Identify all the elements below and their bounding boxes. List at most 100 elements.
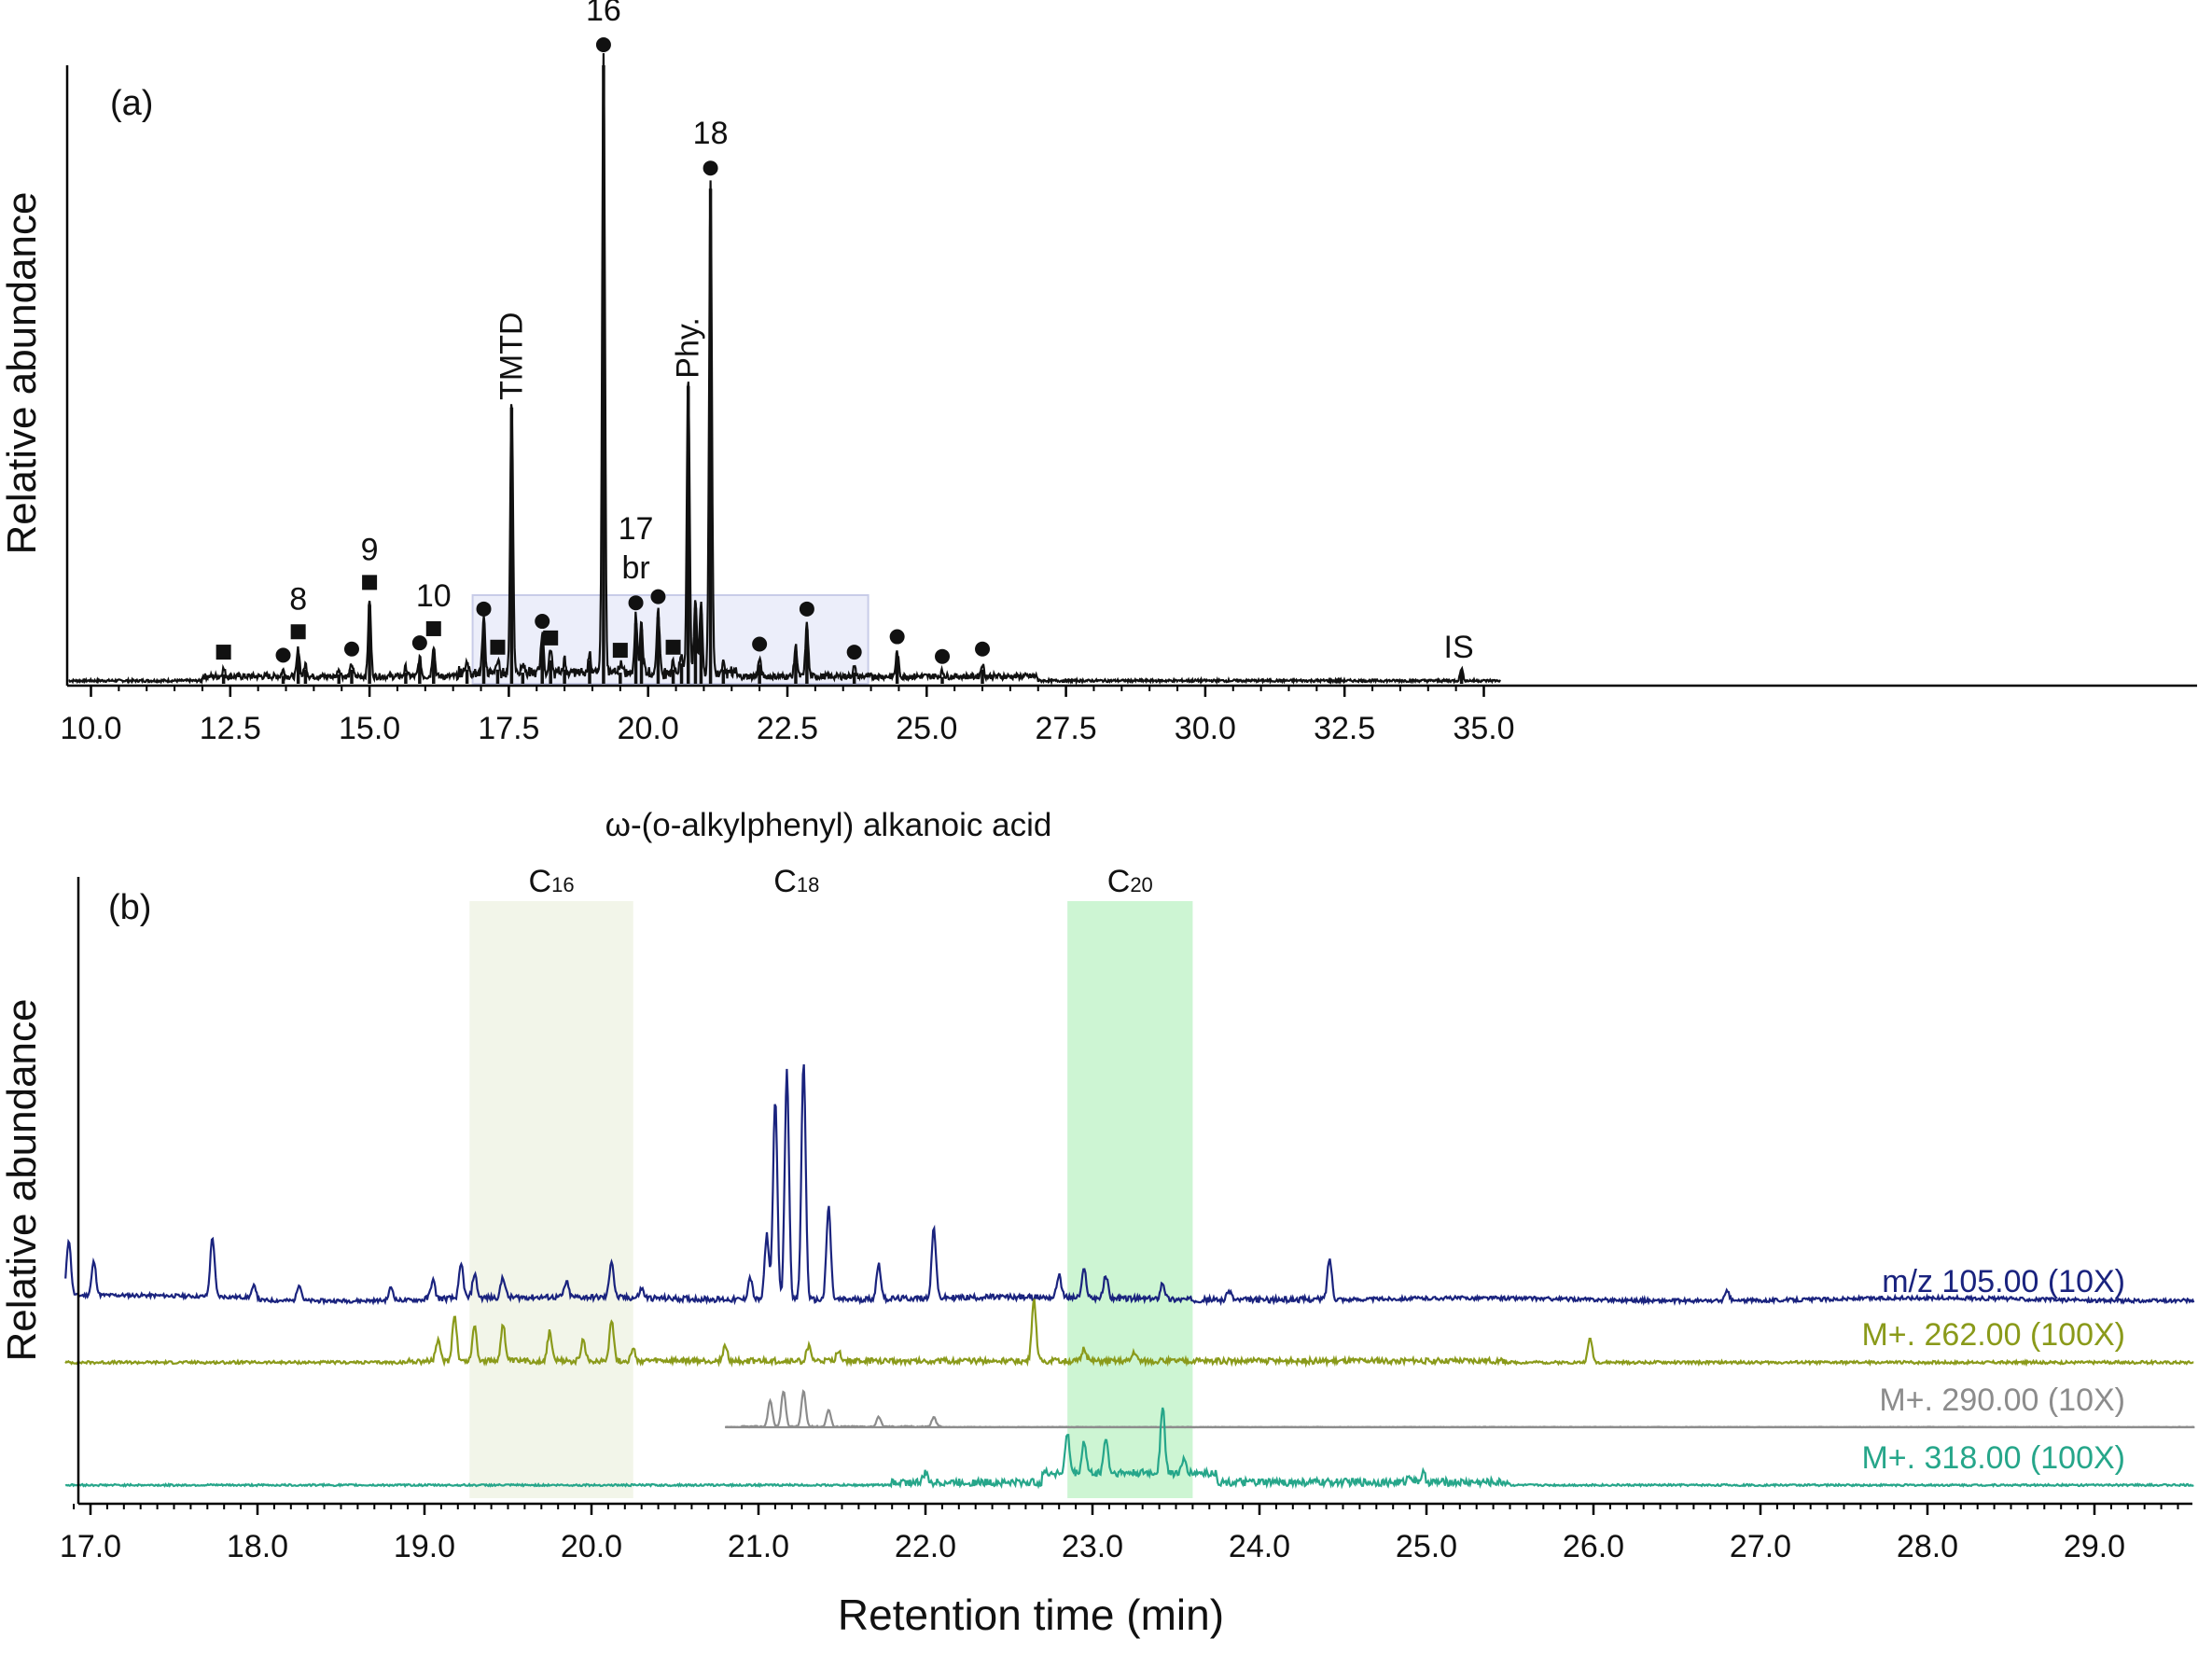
peak bbox=[343, 641, 359, 684]
x-tick-label: 32.5 bbox=[1314, 711, 1375, 746]
circle-marker bbox=[628, 595, 644, 611]
square-marker bbox=[543, 630, 559, 646]
square-marker bbox=[362, 575, 378, 590]
peak bbox=[846, 645, 862, 684]
square-marker bbox=[490, 639, 506, 655]
x-tick-label: 17.5 bbox=[478, 711, 539, 746]
peak: Phy. bbox=[671, 317, 706, 684]
x-tick-label: 27.5 bbox=[1036, 711, 1097, 746]
panel-a-trace-group bbox=[68, 52, 1501, 686]
x-axis-title: Retention time (min) bbox=[838, 1590, 1224, 1639]
peak bbox=[935, 648, 951, 684]
panel-b-traces: m/z 105.00 (10X) M+. 262.00 (100X) M+. 290… bbox=[64, 1063, 2195, 1490]
series-label: M+. 262.00 (100X) bbox=[1861, 1317, 2125, 1353]
trace-1 bbox=[64, 1299, 2194, 1368]
x-tick-label: 17.0 bbox=[60, 1529, 121, 1564]
series-label: M+. 318.00 (100X) bbox=[1861, 1440, 2125, 1476]
circle-marker bbox=[343, 641, 359, 657]
panel-a-trace bbox=[68, 52, 1501, 686]
peak bbox=[665, 639, 681, 684]
peak-name-label: TMTD bbox=[494, 312, 529, 399]
circle-marker bbox=[535, 614, 550, 630]
x-tick-label: 22.0 bbox=[895, 1529, 956, 1564]
peak-label: 9 bbox=[361, 532, 379, 567]
circle-marker bbox=[476, 601, 492, 617]
x-tick-label: 30.0 bbox=[1175, 711, 1236, 746]
highlight-region bbox=[469, 901, 633, 1498]
trace-0 bbox=[64, 1063, 2195, 1307]
peak bbox=[411, 635, 427, 684]
region-label: C18 bbox=[773, 864, 819, 899]
peak-label: 8 bbox=[289, 581, 307, 617]
x-tick-label: 26.0 bbox=[1563, 1529, 1624, 1564]
panel-b-axes: 17.0 18.0 19.0 20.0 21.0 22.0 23.0 24.0 25.0 26.0… bbox=[60, 877, 2192, 1564]
x-tick-label: 10.0 bbox=[60, 711, 121, 746]
x-tick-label: 25.0 bbox=[896, 711, 957, 746]
panel-b-title: ω-(o-alkylphenyl) alkanoic acid bbox=[605, 807, 1052, 843]
panel-a-axes: 10.0 12.5 15.0 17.5 20.0 22.5 25.0 27.5 30.0 32.5… bbox=[60, 65, 2197, 746]
x-tick-label: 25.0 bbox=[1396, 1529, 1457, 1564]
circle-marker bbox=[275, 647, 291, 663]
x-tick-label: 22.5 bbox=[757, 711, 818, 746]
panel-b: C16 C18 C20 m/z 105.00 (10X) M+. 262.00 (10… bbox=[0, 807, 2195, 1639]
series-label: m/z 105.00 (10X) bbox=[1882, 1264, 2125, 1299]
x-tick-label: 12.5 bbox=[200, 711, 261, 746]
peak bbox=[535, 614, 550, 684]
panel-b-label: (b) bbox=[108, 888, 151, 927]
x-tick-label: 24.0 bbox=[1229, 1529, 1290, 1564]
peak-label: 10 bbox=[416, 578, 452, 614]
trace-3 bbox=[64, 1407, 2194, 1490]
x-tick-label: 27.0 bbox=[1730, 1529, 1791, 1564]
panel-b-y-axis-label: Relative abundance bbox=[0, 999, 45, 1362]
peak-name-label: IS bbox=[1444, 630, 1474, 665]
peak bbox=[490, 639, 506, 684]
panel-a-label: (a) bbox=[110, 84, 153, 123]
peak bbox=[650, 589, 666, 684]
peak-label: 18 bbox=[693, 116, 729, 151]
series-label: M+. 290.00 (10X) bbox=[1879, 1382, 2125, 1418]
circle-marker bbox=[650, 589, 666, 604]
circle-marker bbox=[752, 636, 768, 652]
peak bbox=[612, 643, 628, 684]
peak bbox=[216, 645, 231, 684]
peak: 18 bbox=[693, 116, 729, 684]
peak bbox=[752, 636, 768, 684]
region-label: C16 bbox=[529, 864, 575, 899]
peak bbox=[476, 601, 492, 684]
peak-label: br bbox=[621, 550, 649, 586]
highlight-region bbox=[1067, 901, 1193, 1498]
peak-name-label: Phy. bbox=[671, 317, 706, 379]
circle-marker bbox=[935, 648, 951, 664]
circle-marker bbox=[411, 635, 427, 651]
peak bbox=[543, 630, 559, 684]
peak: TMTD bbox=[494, 312, 529, 684]
circle-marker bbox=[846, 645, 862, 660]
circle-marker bbox=[595, 37, 611, 52]
x-tick-label: 23.0 bbox=[1062, 1529, 1123, 1564]
peak: 16 bbox=[586, 0, 621, 684]
peak: 10 bbox=[416, 578, 452, 684]
x-tick-label: 29.0 bbox=[2064, 1529, 2125, 1564]
peak bbox=[275, 647, 291, 684]
x-tick-label: 18.0 bbox=[227, 1529, 288, 1564]
panel-a-y-axis-label: Relative abundance bbox=[0, 192, 45, 555]
peak bbox=[799, 601, 814, 684]
circle-marker bbox=[703, 160, 718, 176]
square-marker bbox=[612, 643, 628, 659]
peak bbox=[889, 629, 905, 684]
peak: 8 bbox=[289, 581, 307, 684]
region-label: C20 bbox=[1107, 864, 1153, 899]
square-marker bbox=[425, 620, 441, 636]
x-tick-label: 20.0 bbox=[618, 711, 679, 746]
peak-label: 17 bbox=[619, 511, 654, 547]
x-tick-label: 20.0 bbox=[561, 1529, 622, 1564]
square-marker bbox=[665, 639, 681, 655]
peak bbox=[975, 641, 991, 684]
x-tick-label: 21.0 bbox=[728, 1529, 789, 1564]
square-marker bbox=[216, 645, 231, 660]
square-marker bbox=[290, 624, 306, 640]
x-tick-label: 28.0 bbox=[1897, 1529, 1958, 1564]
peak: IS bbox=[1444, 630, 1474, 684]
